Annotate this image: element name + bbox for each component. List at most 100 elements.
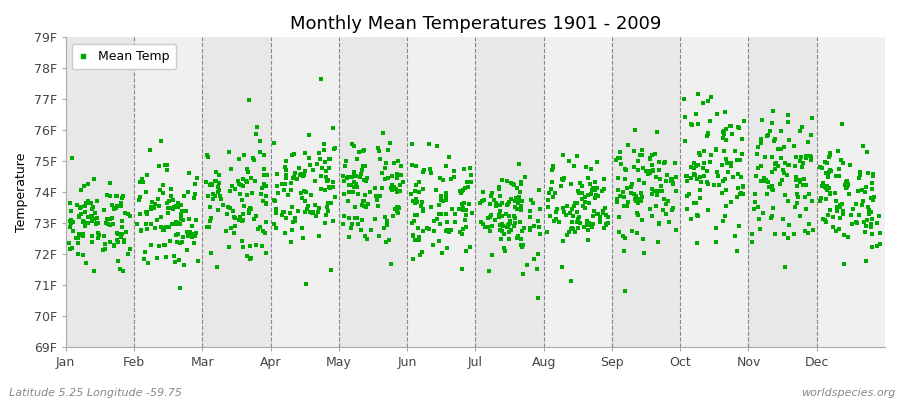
Point	[611, 154, 625, 161]
Point	[74, 186, 88, 193]
Point	[864, 209, 878, 216]
Point	[106, 221, 121, 227]
Point	[658, 159, 672, 165]
Point	[71, 240, 86, 246]
Point	[572, 224, 586, 231]
Point	[103, 222, 117, 229]
Point	[546, 165, 561, 172]
Point	[860, 204, 875, 210]
Point	[299, 189, 313, 196]
Point	[85, 200, 99, 206]
Point	[523, 224, 537, 231]
Point	[504, 226, 518, 233]
Point	[143, 206, 157, 212]
Point	[483, 214, 498, 220]
Point	[764, 214, 778, 221]
Point	[493, 236, 508, 242]
Point	[567, 202, 581, 209]
Point	[680, 178, 695, 184]
Point	[374, 170, 389, 176]
Point	[203, 214, 218, 221]
Point	[862, 211, 877, 217]
Point	[448, 211, 463, 217]
Point	[135, 175, 149, 182]
Point	[768, 161, 782, 168]
Point	[823, 152, 837, 158]
Point	[208, 193, 222, 200]
Point	[67, 218, 81, 225]
Point	[462, 201, 476, 208]
Point	[385, 213, 400, 220]
Point	[834, 120, 849, 127]
Point	[493, 202, 508, 208]
Point	[150, 255, 165, 262]
Point	[689, 200, 704, 206]
Point	[734, 150, 749, 157]
Point	[704, 152, 718, 159]
Point	[212, 180, 226, 186]
Point	[707, 182, 722, 188]
Point	[148, 225, 162, 231]
Point	[597, 175, 611, 182]
Point	[63, 220, 77, 226]
Point	[544, 167, 559, 173]
Point	[328, 194, 342, 200]
Point	[140, 172, 154, 178]
Point	[346, 169, 361, 175]
Point	[565, 206, 580, 212]
Point	[662, 218, 676, 225]
Point	[717, 213, 732, 219]
Point	[176, 262, 191, 268]
Point	[796, 182, 810, 188]
Point	[255, 184, 269, 191]
Point	[787, 231, 801, 238]
Point	[308, 202, 322, 208]
Point	[873, 241, 887, 248]
Point	[444, 176, 458, 182]
Point	[793, 213, 807, 219]
Point	[774, 146, 788, 152]
Point	[164, 193, 178, 200]
Point	[618, 235, 633, 241]
Point	[561, 203, 575, 209]
Point	[252, 149, 266, 156]
Point	[586, 220, 600, 227]
Point	[170, 231, 184, 237]
Point	[802, 190, 816, 197]
Point	[557, 208, 572, 215]
Point	[754, 136, 769, 142]
Point	[754, 163, 769, 169]
Point	[254, 191, 268, 198]
Point	[435, 249, 449, 256]
Legend: Mean Temp: Mean Temp	[72, 44, 176, 69]
Point	[166, 220, 180, 227]
Point	[590, 159, 605, 166]
Point	[277, 164, 292, 171]
Point	[74, 232, 88, 238]
Point	[814, 164, 829, 171]
Point	[459, 207, 473, 214]
Point	[815, 180, 830, 186]
Point	[613, 193, 627, 200]
Point	[97, 240, 112, 247]
Point	[735, 183, 750, 190]
Point	[824, 190, 838, 196]
Point	[690, 240, 705, 246]
Point	[659, 178, 673, 184]
Point	[515, 198, 529, 205]
Point	[152, 203, 166, 209]
Point	[71, 235, 86, 242]
Point	[306, 167, 320, 174]
Point	[295, 173, 310, 179]
Point	[644, 191, 659, 197]
Point	[417, 208, 431, 214]
Point	[765, 119, 779, 126]
Point	[423, 166, 437, 172]
Point	[410, 199, 424, 205]
Point	[66, 228, 80, 234]
Point	[439, 211, 454, 218]
Point	[724, 162, 739, 169]
Point	[185, 222, 200, 229]
Point	[298, 198, 312, 204]
Point	[180, 229, 194, 236]
